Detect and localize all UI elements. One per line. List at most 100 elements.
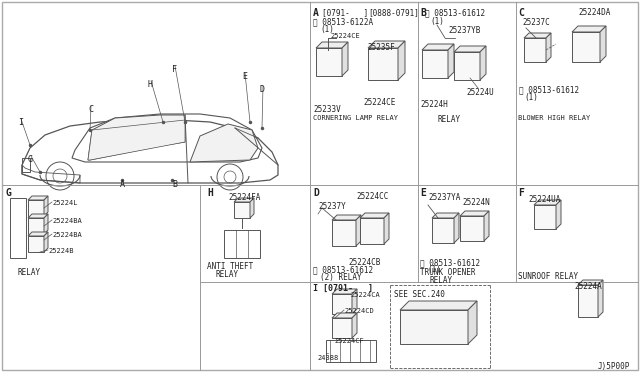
Polygon shape: [480, 46, 486, 80]
Polygon shape: [400, 301, 477, 310]
Polygon shape: [572, 26, 606, 32]
Text: (1): (1): [430, 17, 444, 26]
Polygon shape: [28, 232, 48, 236]
Text: 25237C: 25237C: [522, 18, 550, 27]
Text: B: B: [172, 180, 177, 189]
Text: 25224CE: 25224CE: [363, 98, 396, 107]
Bar: [578, 285, 598, 317]
Polygon shape: [384, 213, 389, 244]
Polygon shape: [468, 301, 477, 344]
Text: Ⓢ 08513-61612: Ⓢ 08513-61612: [420, 258, 480, 267]
Text: 25224H: 25224H: [420, 100, 448, 109]
Polygon shape: [28, 196, 48, 200]
Bar: [572, 32, 600, 62]
Text: E: E: [420, 188, 426, 198]
Bar: [360, 218, 384, 244]
Bar: [432, 218, 454, 243]
Bar: [28, 218, 44, 234]
Text: D: D: [260, 85, 265, 94]
Text: 25233V: 25233V: [313, 105, 340, 114]
Polygon shape: [44, 214, 48, 234]
Polygon shape: [454, 46, 486, 52]
Text: 25224N: 25224N: [462, 198, 490, 207]
Polygon shape: [234, 198, 254, 202]
Text: C: C: [88, 105, 93, 114]
Text: G: G: [28, 155, 33, 164]
Text: (1): (1): [524, 93, 538, 102]
Polygon shape: [332, 215, 361, 220]
Text: 25237Y: 25237Y: [318, 202, 346, 211]
Polygon shape: [454, 213, 459, 243]
Polygon shape: [88, 120, 185, 160]
Text: [0791-   ]: [0791- ]: [322, 8, 368, 17]
Bar: [22, 158, 30, 172]
Text: 25224CC: 25224CC: [356, 192, 388, 201]
Text: SUNROOF RELAY: SUNROOF RELAY: [518, 272, 578, 281]
Polygon shape: [28, 214, 48, 218]
Bar: [316, 48, 342, 76]
Text: B: B: [420, 8, 426, 18]
Text: A: A: [120, 180, 125, 189]
Polygon shape: [88, 115, 185, 160]
Text: 25235F: 25235F: [367, 43, 395, 52]
Bar: [28, 200, 44, 216]
Text: 25224A: 25224A: [574, 282, 602, 291]
Text: 25224UA: 25224UA: [528, 195, 561, 204]
Polygon shape: [332, 313, 357, 318]
Bar: [400, 310, 468, 344]
Text: D: D: [313, 188, 319, 198]
Text: 25237YA: 25237YA: [428, 193, 460, 202]
Text: (1): (1): [320, 25, 334, 34]
Text: BLOWER HIGH RELAY: BLOWER HIGH RELAY: [518, 115, 590, 121]
Polygon shape: [44, 232, 48, 252]
Bar: [332, 318, 352, 338]
Text: H: H: [148, 80, 153, 89]
Text: CORNERING LAMP RELAY: CORNERING LAMP RELAY: [313, 115, 398, 121]
Text: 25224FA: 25224FA: [228, 193, 260, 202]
Polygon shape: [600, 26, 606, 62]
Polygon shape: [250, 198, 254, 218]
Text: G: G: [6, 188, 12, 198]
Polygon shape: [448, 44, 454, 78]
Text: 25224CB: 25224CB: [348, 258, 380, 267]
Text: ANTI THEFT: ANTI THEFT: [207, 262, 253, 271]
Text: 25237YB: 25237YB: [448, 26, 481, 35]
Text: 25224L: 25224L: [52, 200, 77, 206]
Text: I: I: [18, 118, 23, 127]
Bar: [332, 220, 356, 246]
Bar: [422, 50, 448, 78]
Polygon shape: [356, 215, 361, 246]
Text: H: H: [207, 188, 213, 198]
Polygon shape: [316, 42, 348, 48]
Text: Ⓢ 08513-61612: Ⓢ 08513-61612: [313, 265, 373, 274]
Polygon shape: [352, 313, 357, 338]
Polygon shape: [524, 33, 551, 38]
Text: RELAY: RELAY: [18, 268, 41, 277]
Text: Ⓢ 08513-61612: Ⓢ 08513-61612: [519, 85, 579, 94]
Text: I [0791-   ]: I [0791- ]: [313, 284, 373, 293]
Bar: [10, 198, 26, 258]
Text: 24388: 24388: [317, 355, 339, 361]
Text: (1): (1): [427, 265, 441, 274]
Polygon shape: [432, 213, 459, 218]
Polygon shape: [534, 200, 561, 205]
Polygon shape: [556, 200, 561, 229]
Text: C: C: [518, 8, 524, 18]
Text: 25224CE: 25224CE: [330, 33, 360, 39]
Text: Ⓢ 08513-6122A: Ⓢ 08513-6122A: [313, 17, 373, 26]
Text: RELAY: RELAY: [215, 270, 238, 279]
Text: F: F: [172, 65, 177, 74]
Text: [0888-0791]: [0888-0791]: [368, 8, 419, 17]
Text: 25224BA: 25224BA: [52, 232, 82, 238]
Bar: [534, 205, 556, 229]
Text: F: F: [518, 188, 524, 198]
Polygon shape: [368, 41, 405, 48]
Bar: [326, 340, 376, 362]
Polygon shape: [360, 213, 389, 218]
Polygon shape: [190, 124, 258, 162]
Text: Ⓢ 08513-61612: Ⓢ 08513-61612: [425, 8, 485, 17]
Bar: [460, 216, 484, 241]
Text: E: E: [242, 72, 247, 81]
Polygon shape: [484, 211, 489, 241]
Text: 25224DA: 25224DA: [578, 8, 611, 17]
